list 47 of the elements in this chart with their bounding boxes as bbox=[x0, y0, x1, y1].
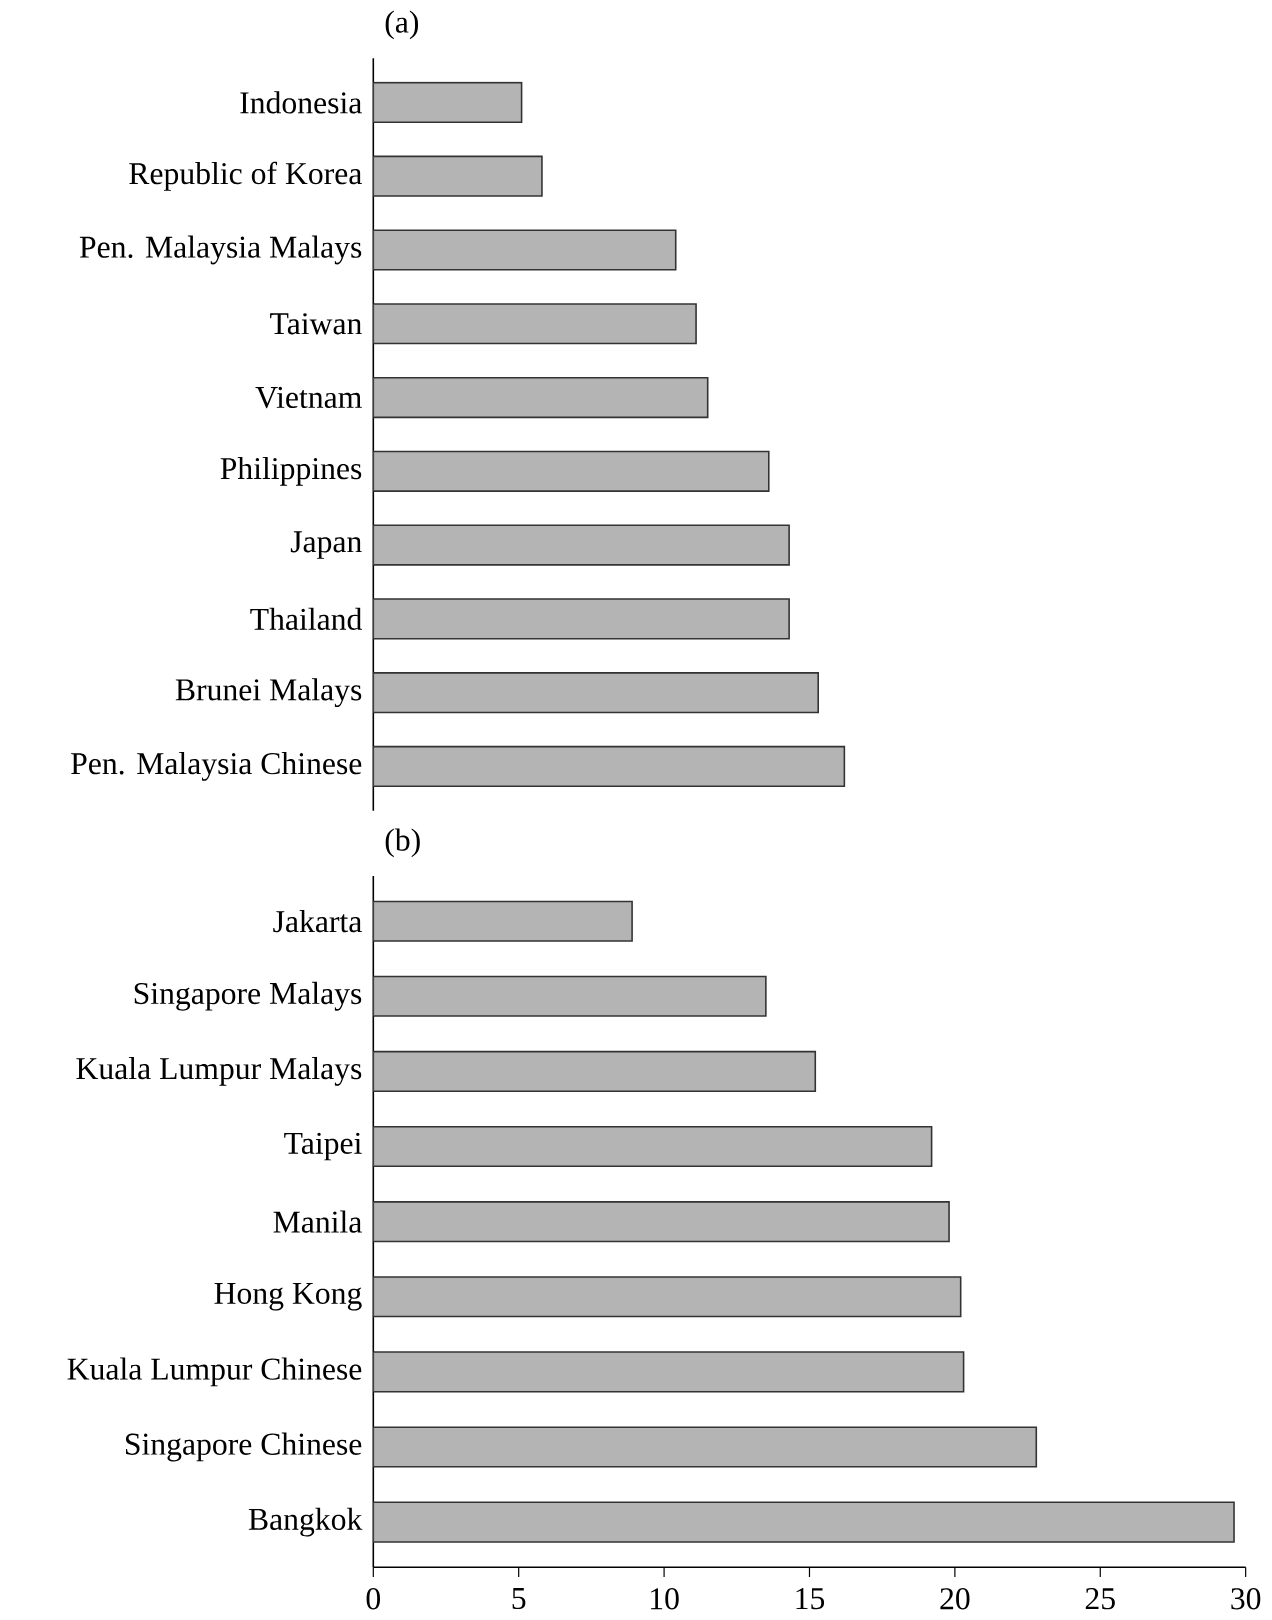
bar bbox=[373, 524, 790, 566]
y-tick-label: Brunei Malays bbox=[175, 678, 362, 708]
y-tick-label: Hong Kong bbox=[214, 1282, 362, 1311]
chart-title: (a) bbox=[385, 10, 418, 40]
y-tick-label: Manila bbox=[273, 1210, 362, 1233]
y-tick-label: Indonesia bbox=[240, 91, 362, 114]
x-tick-label: 20 bbox=[940, 1588, 970, 1610]
bar bbox=[373, 1276, 962, 1318]
bar bbox=[373, 376, 709, 419]
y-tick-label: Kuala Lumpur Chinese bbox=[67, 1357, 362, 1387]
y-tick-label: Pen. Malaysia Chinese bbox=[70, 752, 362, 781]
bar bbox=[373, 598, 790, 640]
chart-title: (b) bbox=[385, 828, 420, 858]
x-tick-label: 30 bbox=[1231, 1588, 1261, 1610]
x-tick-label: 15 bbox=[796, 1588, 824, 1610]
y-tick-label: Taipei bbox=[283, 1132, 362, 1161]
bar bbox=[373, 1050, 816, 1092]
bar bbox=[373, 81, 523, 124]
y-tick-label: Taiwan bbox=[269, 313, 362, 335]
bar bbox=[373, 900, 633, 942]
y-tick-label: Singapore Malays bbox=[134, 981, 362, 1011]
x-tick-label: 25 bbox=[1085, 1588, 1115, 1610]
bar bbox=[373, 975, 767, 1017]
bar bbox=[373, 1351, 965, 1393]
y-tick-label: Philippines bbox=[220, 456, 362, 486]
y-tick-label: Vietnam bbox=[255, 386, 362, 409]
bar bbox=[373, 1201, 950, 1243]
y-tick-label: Kuala Lumpur Malays bbox=[76, 1056, 362, 1086]
bar bbox=[373, 745, 845, 788]
y-tick-label: Japan bbox=[290, 531, 362, 559]
bar bbox=[373, 229, 677, 271]
y-tick-label: Singapore Chinese bbox=[125, 1432, 362, 1462]
x-tick-label: 5 bbox=[512, 1588, 526, 1610]
y-tick-label: Bangkok bbox=[248, 1507, 363, 1537]
bar bbox=[373, 672, 819, 714]
bar bbox=[373, 450, 770, 492]
bar bbox=[373, 1501, 1235, 1543]
y-tick-label: Pen. Malaysia Malays bbox=[79, 235, 362, 265]
bar bbox=[373, 303, 697, 345]
bar bbox=[373, 1125, 933, 1168]
bar bbox=[373, 155, 543, 197]
y-tick-label: Republic of Korea bbox=[129, 161, 362, 191]
x-tick-label: 10 bbox=[650, 1588, 679, 1610]
y-tick-label: Thailand bbox=[250, 607, 362, 631]
y-tick-label: Jakarta bbox=[273, 910, 362, 933]
bar bbox=[373, 1426, 1037, 1468]
x-tick-label: 0 bbox=[366, 1588, 380, 1610]
